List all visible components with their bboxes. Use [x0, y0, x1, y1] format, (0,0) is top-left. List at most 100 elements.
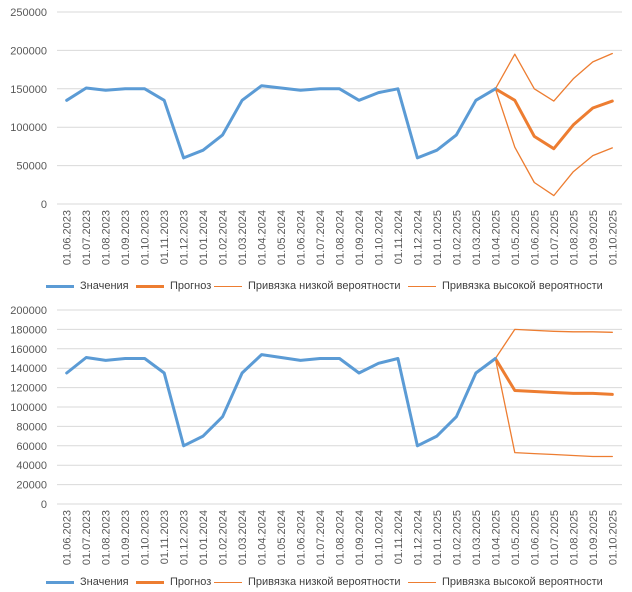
x-tick-label: 01.06.2023 — [62, 510, 74, 565]
x-tick-label: 01.10.2023 — [140, 210, 152, 265]
chart-top: 0 50000 100000 150000 200000 250000 01.06.2023… — [0, 7, 632, 296]
x-tick-label: 01.08.2025 — [568, 510, 580, 565]
x-tick-label: 01.08.2024 — [335, 210, 347, 265]
y-tick-label: 100000 — [10, 402, 47, 414]
y-tick-label: 250000 — [10, 7, 47, 19]
x-tick-label: 01.03.2025 — [471, 210, 483, 265]
y-tick-label: 0 — [41, 199, 47, 211]
x-tick-label: 01.06.2023 — [62, 210, 74, 265]
legend-swatch-low — [214, 285, 242, 287]
legend-item-high: Привязка высокой вероятности — [408, 572, 603, 592]
series-low-bound-line — [494, 357, 613, 458]
chart-bottom: 0 20000 40000 60000 80000 100000 120000 140000 1… — [0, 298, 632, 592]
x-tick-label: 01.08.2025 — [568, 210, 580, 265]
chart-top-legend: Значения Прогноз Привязка низкой вероятн… — [0, 276, 632, 296]
x-tick-label: 01.09.2025 — [588, 510, 600, 565]
x-tick-label: 01.02.2024 — [218, 510, 230, 565]
x-tick-label: 01.03.2024 — [237, 510, 249, 565]
y-tick-label: 0 — [41, 499, 47, 511]
legend-label-forecast: Прогноз — [170, 280, 212, 292]
x-tick-label: 01.09.2023 — [120, 510, 132, 565]
x-tick-label: 01.10.2025 — [607, 210, 619, 265]
series-forecast-line — [493, 87, 614, 151]
legend-item-high: Привязка высокой вероятности — [408, 276, 603, 296]
legend-label-low: Привязка низкой вероятности — [248, 576, 401, 588]
x-tick-label: 01.04.2025 — [490, 510, 502, 565]
y-tick-label: 150000 — [10, 84, 47, 96]
x-tick-label: 01.02.2025 — [451, 210, 463, 265]
x-tick-label: 01.11.2024 — [393, 210, 405, 264]
x-tick-label: 01.02.2024 — [218, 210, 230, 265]
series-high-bound-line — [494, 328, 613, 360]
legend-swatch-values — [46, 284, 74, 288]
legend-item-forecast: Прогноз — [136, 276, 211, 296]
y-tick-label: 50000 — [16, 161, 47, 173]
x-tick-label: 01.12.2023 — [179, 510, 191, 565]
legend-swatch-low — [214, 581, 242, 583]
x-tick-label: 01.03.2024 — [237, 210, 249, 265]
x-tick-label: 01.10.2024 — [373, 210, 385, 265]
x-tick-label: 01.10.2024 — [373, 510, 385, 565]
x-tick-label: 01.07.2025 — [549, 510, 561, 565]
legend-swatch-forecast — [136, 580, 164, 584]
x-tick-label: 01.01.2024 — [198, 210, 210, 265]
series-values-line — [65, 84, 497, 160]
x-tick-label: 01.10.2023 — [140, 510, 152, 565]
x-tick-label: 01.05.2024 — [276, 210, 288, 265]
x-tick-label: 01.04.2024 — [257, 510, 269, 565]
y-tick-label: 60000 — [16, 441, 47, 453]
chart-bottom-plot: 0 20000 40000 60000 80000 100000 120000 140000 1… — [10, 305, 622, 565]
x-tick-label: 01.01.2025 — [432, 210, 444, 265]
x-tick-label: 01.06.2025 — [529, 510, 541, 565]
y-tick-label: 20000 — [16, 480, 47, 492]
legend-swatch-high — [408, 581, 436, 583]
x-tick-label: 01.11.2023 — [159, 210, 171, 264]
legend-label-values: Значения — [80, 576, 129, 588]
x-tick-label: 01.07.2024 — [315, 510, 327, 565]
y-tick-label: 80000 — [16, 421, 47, 433]
x-tick-label: 01.06.2024 — [296, 510, 308, 565]
legend-label-high: Привязка высокой вероятности — [442, 280, 603, 292]
x-tick-label: 01.04.2025 — [490, 210, 502, 265]
x-tick-label: 01.08.2024 — [335, 510, 347, 565]
x-tick-label: 01.07.2024 — [315, 210, 327, 265]
legend-swatch-forecast — [136, 284, 164, 288]
y-tick-label: 200000 — [10, 45, 47, 57]
x-tick-label: 01.09.2025 — [588, 210, 600, 265]
y-tick-label: 120000 — [10, 383, 47, 395]
x-tick-label: 01.12.2024 — [412, 210, 424, 265]
x-tick-label: 01.09.2023 — [120, 210, 132, 265]
x-tick-label: 01.07.2023 — [81, 510, 93, 565]
y-tick-label: 140000 — [10, 363, 47, 375]
legend-label-low: Привязка низкой вероятности — [248, 280, 401, 292]
x-tick-label: 01.09.2024 — [354, 510, 366, 565]
legend-item-values: Значения — [46, 276, 129, 296]
x-tick-label: 01.07.2025 — [549, 210, 561, 265]
x-tick-label: 01.11.2023 — [159, 510, 171, 564]
x-tick-label: 01.06.2024 — [296, 210, 308, 265]
x-tick-label: 01.05.2025 — [510, 510, 522, 565]
x-tick-label: 01.10.2025 — [607, 510, 619, 565]
y-tick-label: 200000 — [10, 305, 47, 317]
chart-bottom-legend: Значения Прогноз Привязка низкой вероятн… — [0, 572, 632, 592]
y-tick-label: 40000 — [16, 460, 47, 472]
series-values-line — [65, 353, 497, 448]
x-tick-label: 01.05.2024 — [276, 510, 288, 565]
legend-item-low: Привязка низкой вероятности — [214, 276, 401, 296]
series-low-bound-line — [494, 88, 613, 197]
y-tick-label: 100000 — [10, 122, 47, 134]
x-tick-label: 01.12.2023 — [179, 210, 191, 265]
legend-item-forecast: Прогноз — [136, 572, 211, 592]
x-tick-label: 01.03.2025 — [471, 510, 483, 565]
x-tick-label: 01.05.2025 — [510, 210, 522, 265]
series-forecast-line — [493, 357, 614, 396]
legend-item-low: Привязка низкой вероятности — [214, 572, 401, 592]
x-tick-label: 01.01.2024 — [198, 510, 210, 565]
x-tick-label: 01.06.2025 — [529, 210, 541, 265]
y-tick-label: 180000 — [10, 324, 47, 336]
legend-swatch-high — [408, 285, 436, 287]
x-tick-label: 01.07.2023 — [81, 210, 93, 265]
x-tick-label: 01.02.2025 — [451, 510, 463, 565]
y-tick-label: 160000 — [10, 344, 47, 356]
x-tick-label: 01.11.2024 — [393, 510, 405, 564]
